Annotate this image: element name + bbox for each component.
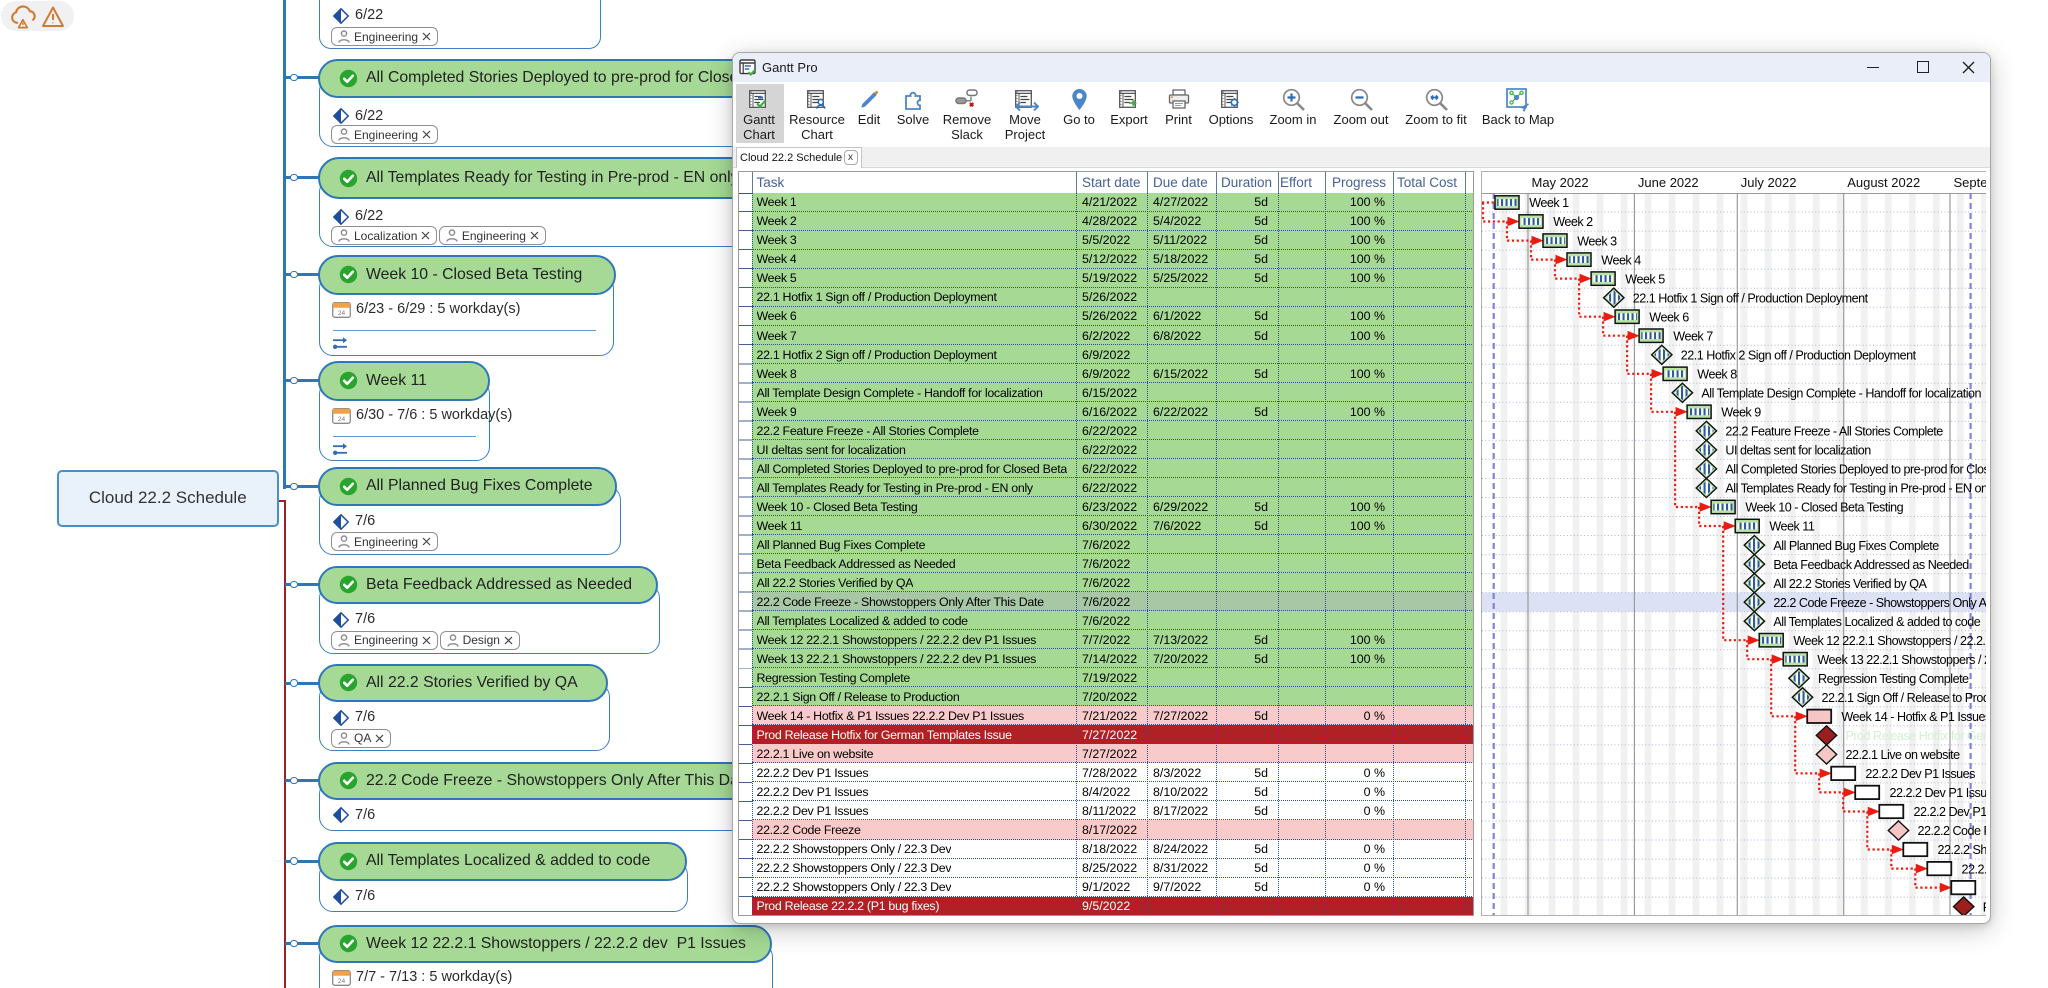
svg-text:Week 1: Week 1 <box>1529 196 1569 210</box>
svg-text:Prod Release Hotfix for German: Prod Release Hotfix for German Templates… <box>1845 729 1986 743</box>
svg-text:24: 24 <box>338 416 346 423</box>
svg-text:22.2 Feature Freeze - All Stor: 22.2 Feature Freeze - All Stories Comple… <box>1725 424 1943 438</box>
svg-text:22.2.2 Showstoppers Only / 22.: 22.2.2 Showstoppers Only / 22.3 Dev <box>1937 843 1986 857</box>
svg-text:All 22.2 Stories Verified by Q: All 22.2 Stories Verified by QA <box>1773 576 1927 590</box>
svg-text:All Planned Bug Fixes Complete: All Planned Bug Fixes Complete <box>1773 538 1939 552</box>
svg-text:24: 24 <box>338 310 346 317</box>
svg-text:All Templates Localized & adde: All Templates Localized & added to code <box>1773 614 1980 628</box>
svg-text:Week 8: Week 8 <box>1697 367 1737 381</box>
svg-text:Week 3: Week 3 <box>1577 234 1617 248</box>
svg-text:22.2.2 Showstoppers Only / 22.: 22.2.2 Showstoppers Only / 22.3 Dev <box>1961 862 1986 876</box>
svg-text:Week 13 22.2.1 Showstoppers /: Week 13 22.2.1 Showstoppers / 22.2.2 dev… <box>1817 652 1986 666</box>
svg-text:22.2.2 Dev P1 Issues: 22.2.2 Dev P1 Issues <box>1865 767 1975 781</box>
svg-text:22.2.2 Showstoppers Only / 22.: 22.2.2 Showstoppers Only / 22.3 Dev <box>1985 881 1986 895</box>
svg-text:UI deltas sent for localizatio: UI deltas sent for localization <box>1725 443 1871 457</box>
svg-text:Beta Feedback Addressed as Nee: Beta Feedback Addressed as Needed <box>1773 557 1969 571</box>
svg-text:Week 2: Week 2 <box>1553 215 1593 229</box>
svg-text:22.2.2 Code Freeze: 22.2.2 Code Freeze <box>1917 824 1986 838</box>
svg-text:24: 24 <box>338 978 346 985</box>
svg-text:All Template Design Complete -: All Template Design Complete - Handoff f… <box>1701 386 1981 400</box>
svg-text:Week 14 - Hotfix & P1 Issues 2: Week 14 - Hotfix & P1 Issues 22.2.2 Dev … <box>1841 709 1986 723</box>
svg-text:22.1 Hotfix 2 Sign off / Produ: 22.1 Hotfix 2 Sign off / Production Depl… <box>1680 348 1916 362</box>
svg-text:Week 7: Week 7 <box>1673 329 1713 343</box>
svg-text:22.2.2 Dev P1 Issues: 22.2.2 Dev P1 Issues <box>1913 805 1986 819</box>
svg-text:Week 10 - Closed Beta Testing: Week 10 - Closed Beta Testing <box>1745 500 1903 514</box>
svg-text:Week 12 22.2.1 Showstoppers /: Week 12 22.2.1 Showstoppers / 22.2.2 dev… <box>1793 633 1986 647</box>
svg-text:Week 4: Week 4 <box>1601 253 1641 267</box>
svg-text:Week 5: Week 5 <box>1625 272 1665 286</box>
svg-text:All Templates Ready for Testin: All Templates Ready for Testing in Pre-p… <box>1725 481 1986 495</box>
svg-text:Prod Release 22.2.2 (P1 bug fi: Prod Release 22.2.2 (P1 bug fixes) <box>1982 900 1986 914</box>
svg-text:All Completed Stories Deployed: All Completed Stories Deployed to pre-pr… <box>1725 462 1986 476</box>
svg-text:Week 11: Week 11 <box>1769 519 1814 533</box>
svg-text:Week 6: Week 6 <box>1649 310 1689 324</box>
svg-text:22.2.1 Sign Off / Release to P: 22.2.1 Sign Off / Release to Production <box>1821 690 1986 704</box>
svg-text:22.1 Hotfix 1 Sign off / Produ: 22.1 Hotfix 1 Sign off / Production Depl… <box>1632 291 1868 305</box>
svg-text:Week 9: Week 9 <box>1721 405 1761 419</box>
svg-text:22.2.2 Dev P1 Issues: 22.2.2 Dev P1 Issues <box>1889 786 1986 800</box>
svg-text:Regression Testing Complete: Regression Testing Complete <box>1817 671 1968 685</box>
svg-text:22.2.1 Live on website: 22.2.1 Live on website <box>1845 748 1960 762</box>
svg-text:22.2 Code Freeze - Showstopper: 22.2 Code Freeze - Showstoppers Only Aft… <box>1773 595 1986 609</box>
